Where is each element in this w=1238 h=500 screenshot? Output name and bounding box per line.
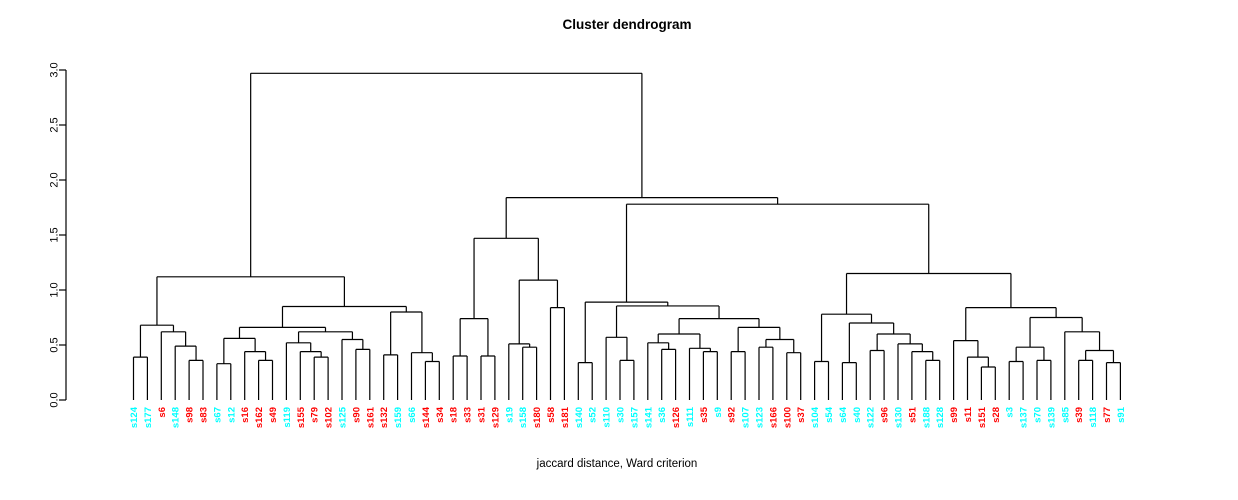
- leaf-label: s104: [810, 406, 821, 428]
- leaf-label: s123: [755, 407, 766, 428]
- leaf-label: s119: [282, 407, 293, 428]
- leaf-label: s96: [880, 407, 891, 423]
- y-axis: 0.0 0.5 1.0 1.5 2.0 2.5 3.0: [49, 62, 67, 408]
- leaf-label: s130: [894, 407, 905, 428]
- leaf-label: s122: [866, 407, 877, 428]
- leaf-label: s144: [421, 406, 432, 428]
- dendrogram-link-lines: [132, 72, 1121, 400]
- leaf-label: s155: [296, 406, 307, 428]
- leaf-label: s54: [824, 406, 835, 423]
- leaf-label: s118: [1088, 407, 1099, 428]
- leaf-label: s98: [185, 407, 196, 423]
- leaf-label: s18: [449, 407, 460, 423]
- leaf-label: s92: [727, 407, 738, 423]
- y-axis-tick-label: 2.5: [49, 117, 61, 132]
- leaf-label: s19: [504, 407, 515, 423]
- leaf-label: s31: [477, 406, 488, 423]
- leaf-label: s125: [338, 406, 349, 428]
- leaf-label: s64: [838, 406, 849, 423]
- leaf-label: s110: [602, 407, 613, 428]
- leaf-label: s6: [157, 407, 168, 418]
- leaf-label: s9: [713, 407, 724, 418]
- leaf-label: s157: [629, 407, 640, 428]
- leaf-label: s181: [560, 406, 571, 428]
- leaf-label: s159: [393, 407, 404, 428]
- leaf-label: s79: [310, 407, 321, 423]
- y-axis-tick-label: 1.5: [49, 227, 61, 242]
- leaf-label: s16: [240, 407, 251, 423]
- leaf-label: s132: [379, 407, 390, 428]
- leaf-label: s148: [171, 407, 182, 428]
- leaf-label: s188: [921, 407, 932, 428]
- leaf-label: s100: [782, 407, 793, 428]
- y-axis-tick-label: 2.0: [49, 172, 61, 187]
- leaf-label: s162: [254, 407, 265, 428]
- leaf-label: s83: [199, 407, 210, 423]
- leaf-label: s66: [407, 407, 418, 423]
- leaf-label: s139: [1046, 407, 1057, 428]
- leaf-label: s51: [907, 406, 918, 423]
- leaf-label: s34: [435, 406, 446, 423]
- dendrogram-links: [132, 72, 1121, 400]
- leaf-label: s107: [741, 407, 752, 428]
- leaf-label: s85: [1060, 406, 1071, 423]
- leaf-label: s158: [518, 407, 529, 428]
- leaf-label: s12: [226, 407, 237, 423]
- leaf-label: s91: [1116, 406, 1127, 423]
- leaf-label: s70: [1033, 407, 1044, 423]
- leaf-label: s129: [490, 407, 501, 428]
- leaf-label: s90: [351, 407, 362, 423]
- y-axis-tick-label: 0.0: [49, 392, 61, 407]
- leaf-label: s102: [324, 407, 335, 428]
- leaf-label: s161: [365, 406, 376, 428]
- leaf-label: s35: [699, 406, 710, 423]
- leaf-label: s28: [991, 407, 1002, 423]
- leaf-label: s141: [643, 406, 654, 428]
- y-axis-tick-label: 1.0: [49, 282, 61, 297]
- leaf-label: s36: [657, 407, 668, 423]
- leaf-label: s33: [463, 407, 474, 423]
- chart-title: Cluster dendrogram: [562, 17, 691, 32]
- y-axis-tick-label: 0.5: [49, 337, 61, 352]
- leaf-label: s37: [796, 407, 807, 423]
- leaf-label: s52: [588, 407, 599, 423]
- leaf-labels: s124 s177 s6 s148 s98 s83 s67 s12 s16 s162 s49 s119…: [129, 406, 1127, 428]
- leaf-label: s49: [268, 407, 279, 423]
- y-axis-tick-label: 3.0: [49, 62, 61, 77]
- leaf-label: s58: [546, 407, 557, 423]
- leaf-label: s137: [1019, 407, 1030, 428]
- leaf-label: s39: [1074, 407, 1085, 423]
- leaf-label: s67: [212, 407, 223, 423]
- leaf-label: s126: [671, 407, 682, 428]
- leaf-label: s140: [574, 407, 585, 428]
- leaf-label: s111: [685, 406, 696, 427]
- leaf-label: s128: [935, 407, 946, 428]
- x-axis-caption: jaccard distance, Ward criterion: [536, 458, 698, 470]
- leaf-label: s99: [949, 407, 960, 423]
- leaf-label: s30: [616, 407, 627, 423]
- leaf-label: s180: [532, 407, 543, 428]
- leaf-label: s3: [1005, 407, 1016, 418]
- leaf-label: s77: [1102, 407, 1113, 423]
- leaf-label: s11: [963, 406, 974, 422]
- leaf-label: s166: [768, 407, 779, 428]
- leaf-label: s177: [143, 407, 154, 428]
- leaf-label: s151: [977, 406, 988, 428]
- leaf-label: s40: [852, 407, 863, 423]
- leaf-label: s124: [129, 406, 140, 428]
